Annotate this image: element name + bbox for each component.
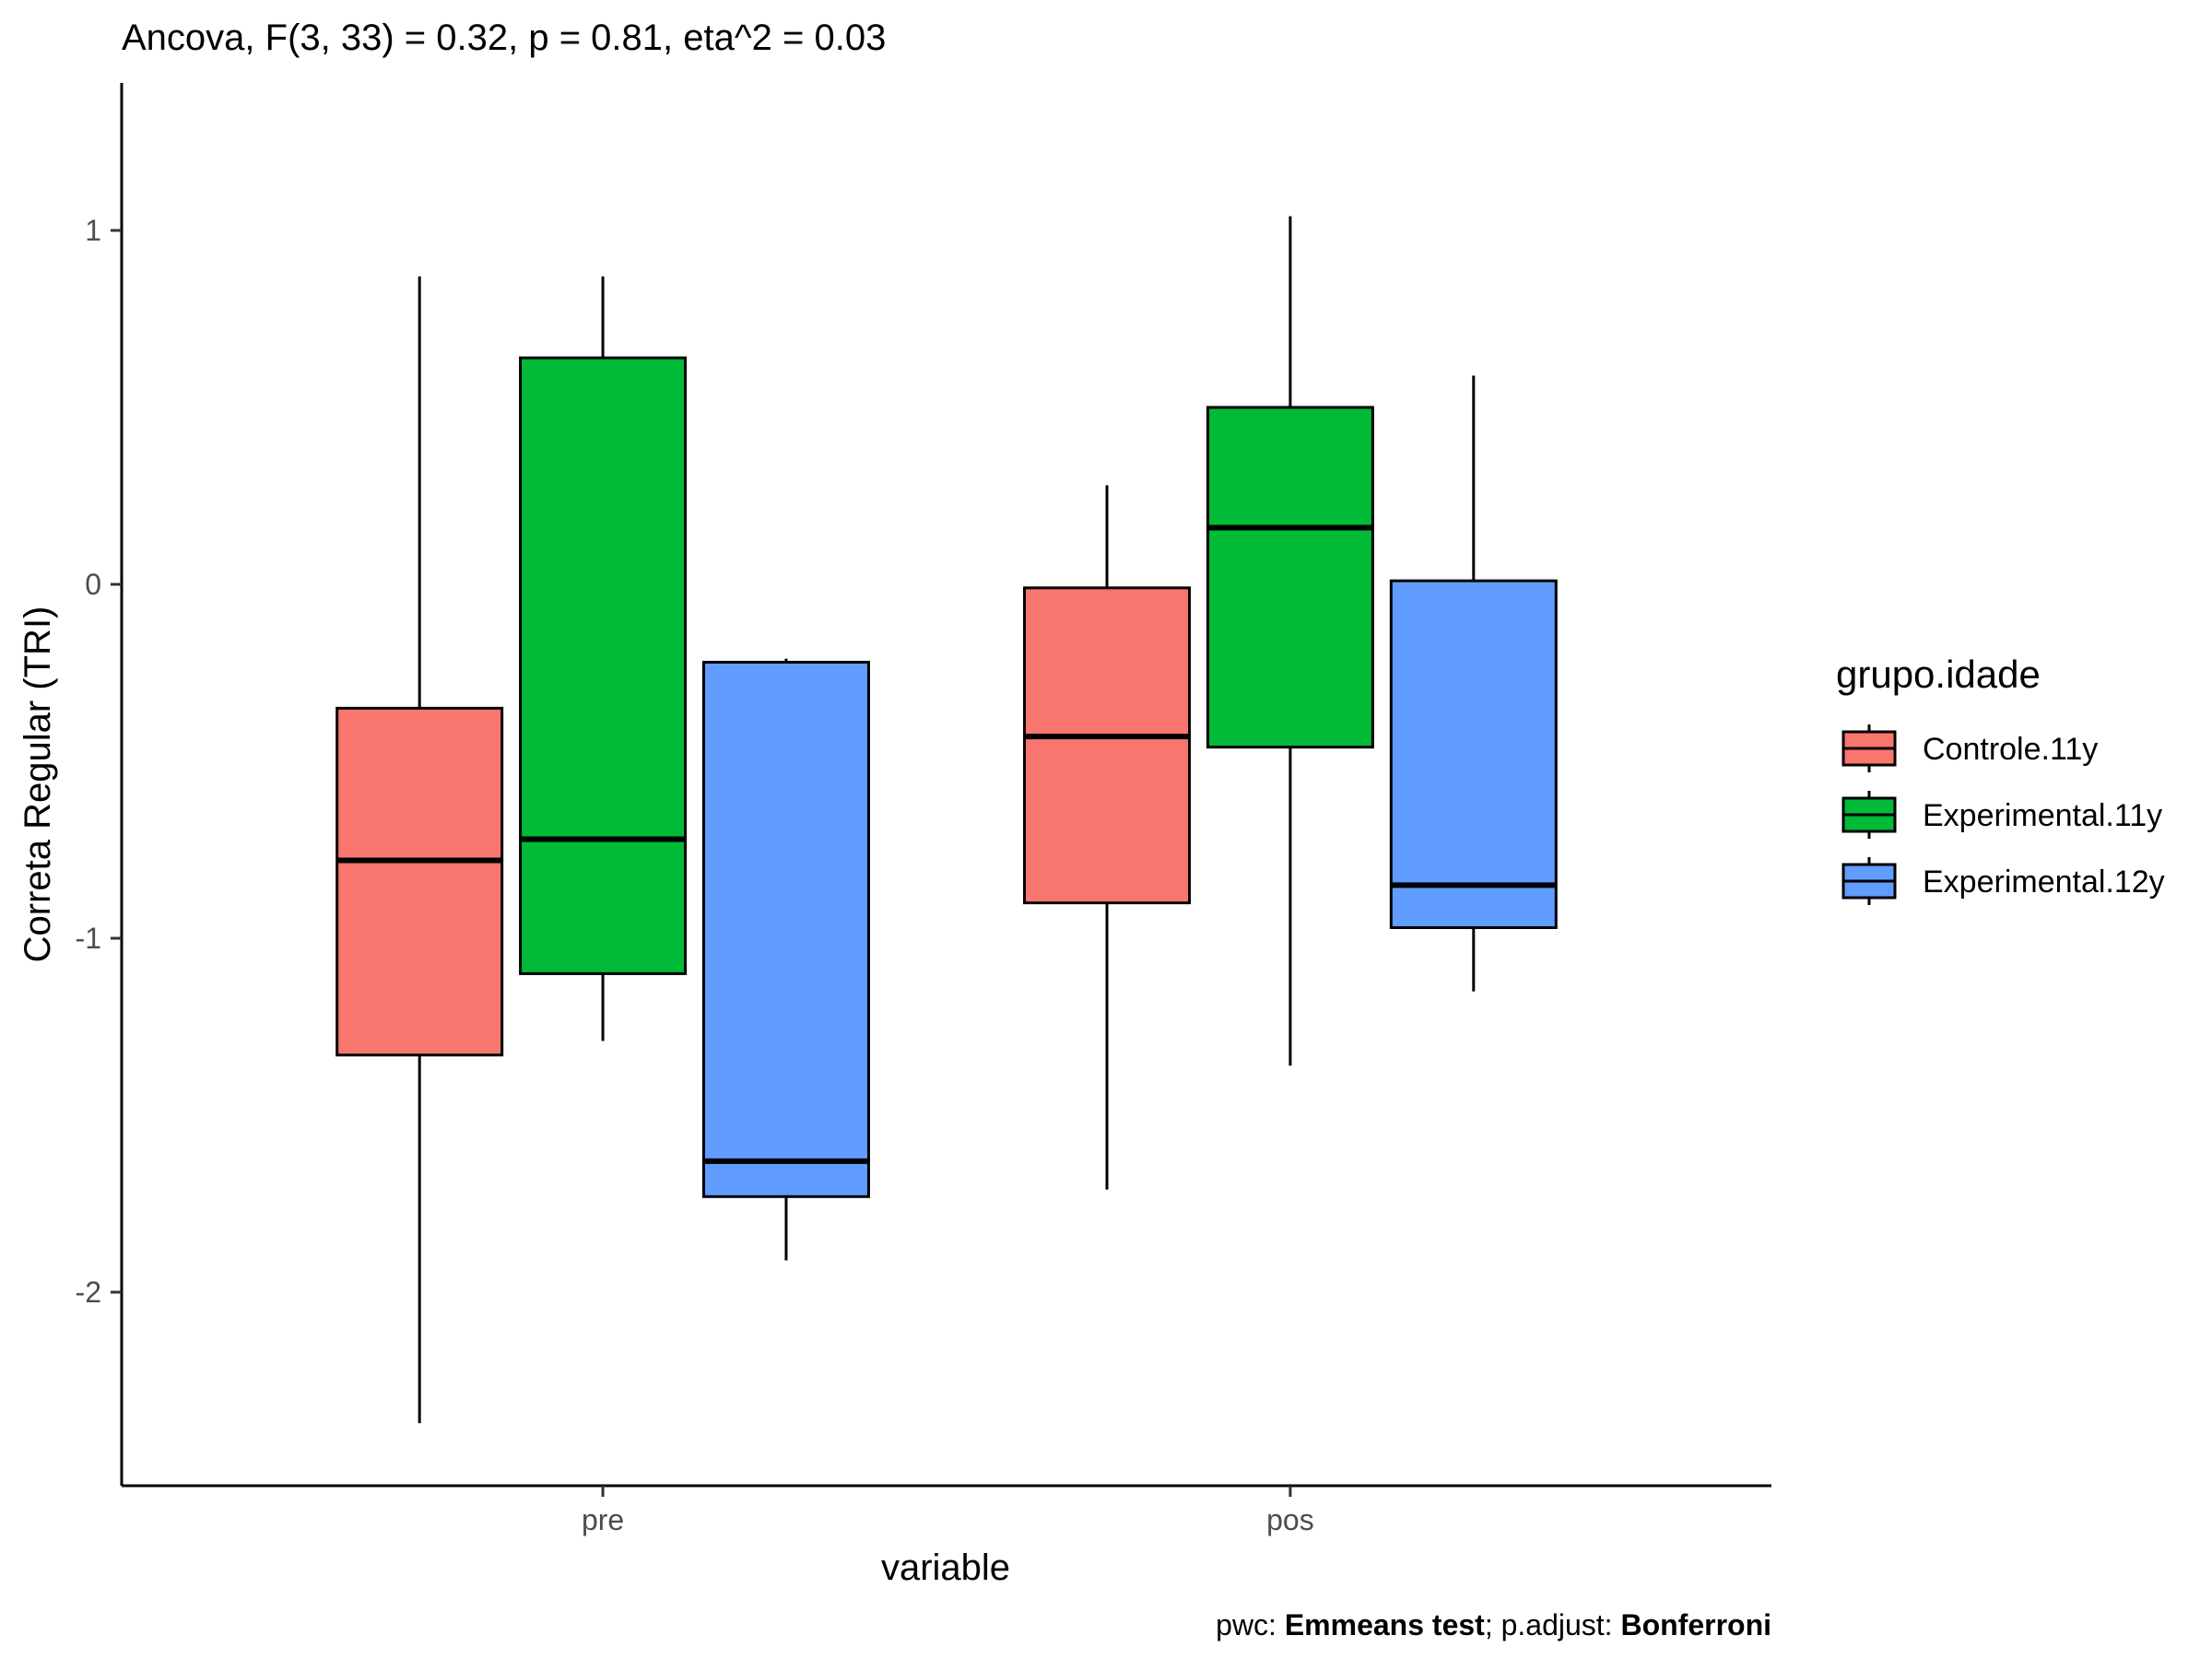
legend: grupo.idade Controle.11y Experimental.11y…	[1836, 653, 2165, 905]
y-axis-ticks: 1 0 -1 -2	[76, 214, 122, 1309]
caption-separator: ; p.adjust:	[1485, 1608, 1621, 1641]
box-body	[701, 660, 870, 1198]
caption-adjust: Bonferroni	[1620, 1608, 1771, 1641]
legend-title: grupo.idade	[1836, 653, 2041, 696]
box-pre-1	[519, 276, 688, 1041]
caption-test: Emmeans test	[1285, 1608, 1485, 1641]
box-body	[1023, 586, 1192, 905]
box-pos-0	[1023, 485, 1192, 1190]
x-axis-ticks: pre pos	[582, 1486, 1314, 1536]
box-pos-1	[1206, 216, 1374, 1066]
box-body	[1389, 579, 1558, 929]
box-pre-2	[701, 658, 870, 1261]
x-tick-label: pos	[1266, 1503, 1314, 1536]
legend-label: Experimental.12y	[1923, 865, 2165, 900]
box-body	[1206, 406, 1374, 749]
legend-item-0: Controle.11y	[1841, 724, 2098, 772]
legend-items: Controle.11y Experimental.11y Experimental…	[1841, 724, 2165, 905]
x-tick-label: pre	[582, 1503, 624, 1536]
legend-label: Controle.11y	[1923, 732, 2098, 767]
legend-item-1: Experimental.11y	[1841, 791, 2162, 839]
box-body	[519, 356, 688, 975]
y-tick-label: 1	[85, 214, 101, 247]
x-axis-title: variable	[881, 1547, 1010, 1588]
y-tick-label: -1	[76, 922, 101, 955]
box-pre-0	[335, 276, 504, 1424]
legend-item-2: Experimental.12y	[1841, 857, 2165, 905]
plot-area	[335, 216, 1558, 1424]
box-body	[335, 706, 504, 1057]
caption-prefix: pwc:	[1216, 1608, 1285, 1641]
y-axis-title: Correta Regular (TRI)	[18, 606, 58, 963]
box-pos-2	[1389, 375, 1558, 992]
y-tick-label: -2	[76, 1276, 101, 1309]
legend-label: Experimental.11y	[1923, 798, 2162, 833]
caption: pwc: Emmeans test; p.adjust: Bonferroni	[1216, 1608, 1771, 1641]
y-tick-label: 0	[85, 568, 101, 601]
chart-title: Ancova, F(3, 33) = 0.32, p = 0.81, eta^2…	[122, 18, 886, 58]
